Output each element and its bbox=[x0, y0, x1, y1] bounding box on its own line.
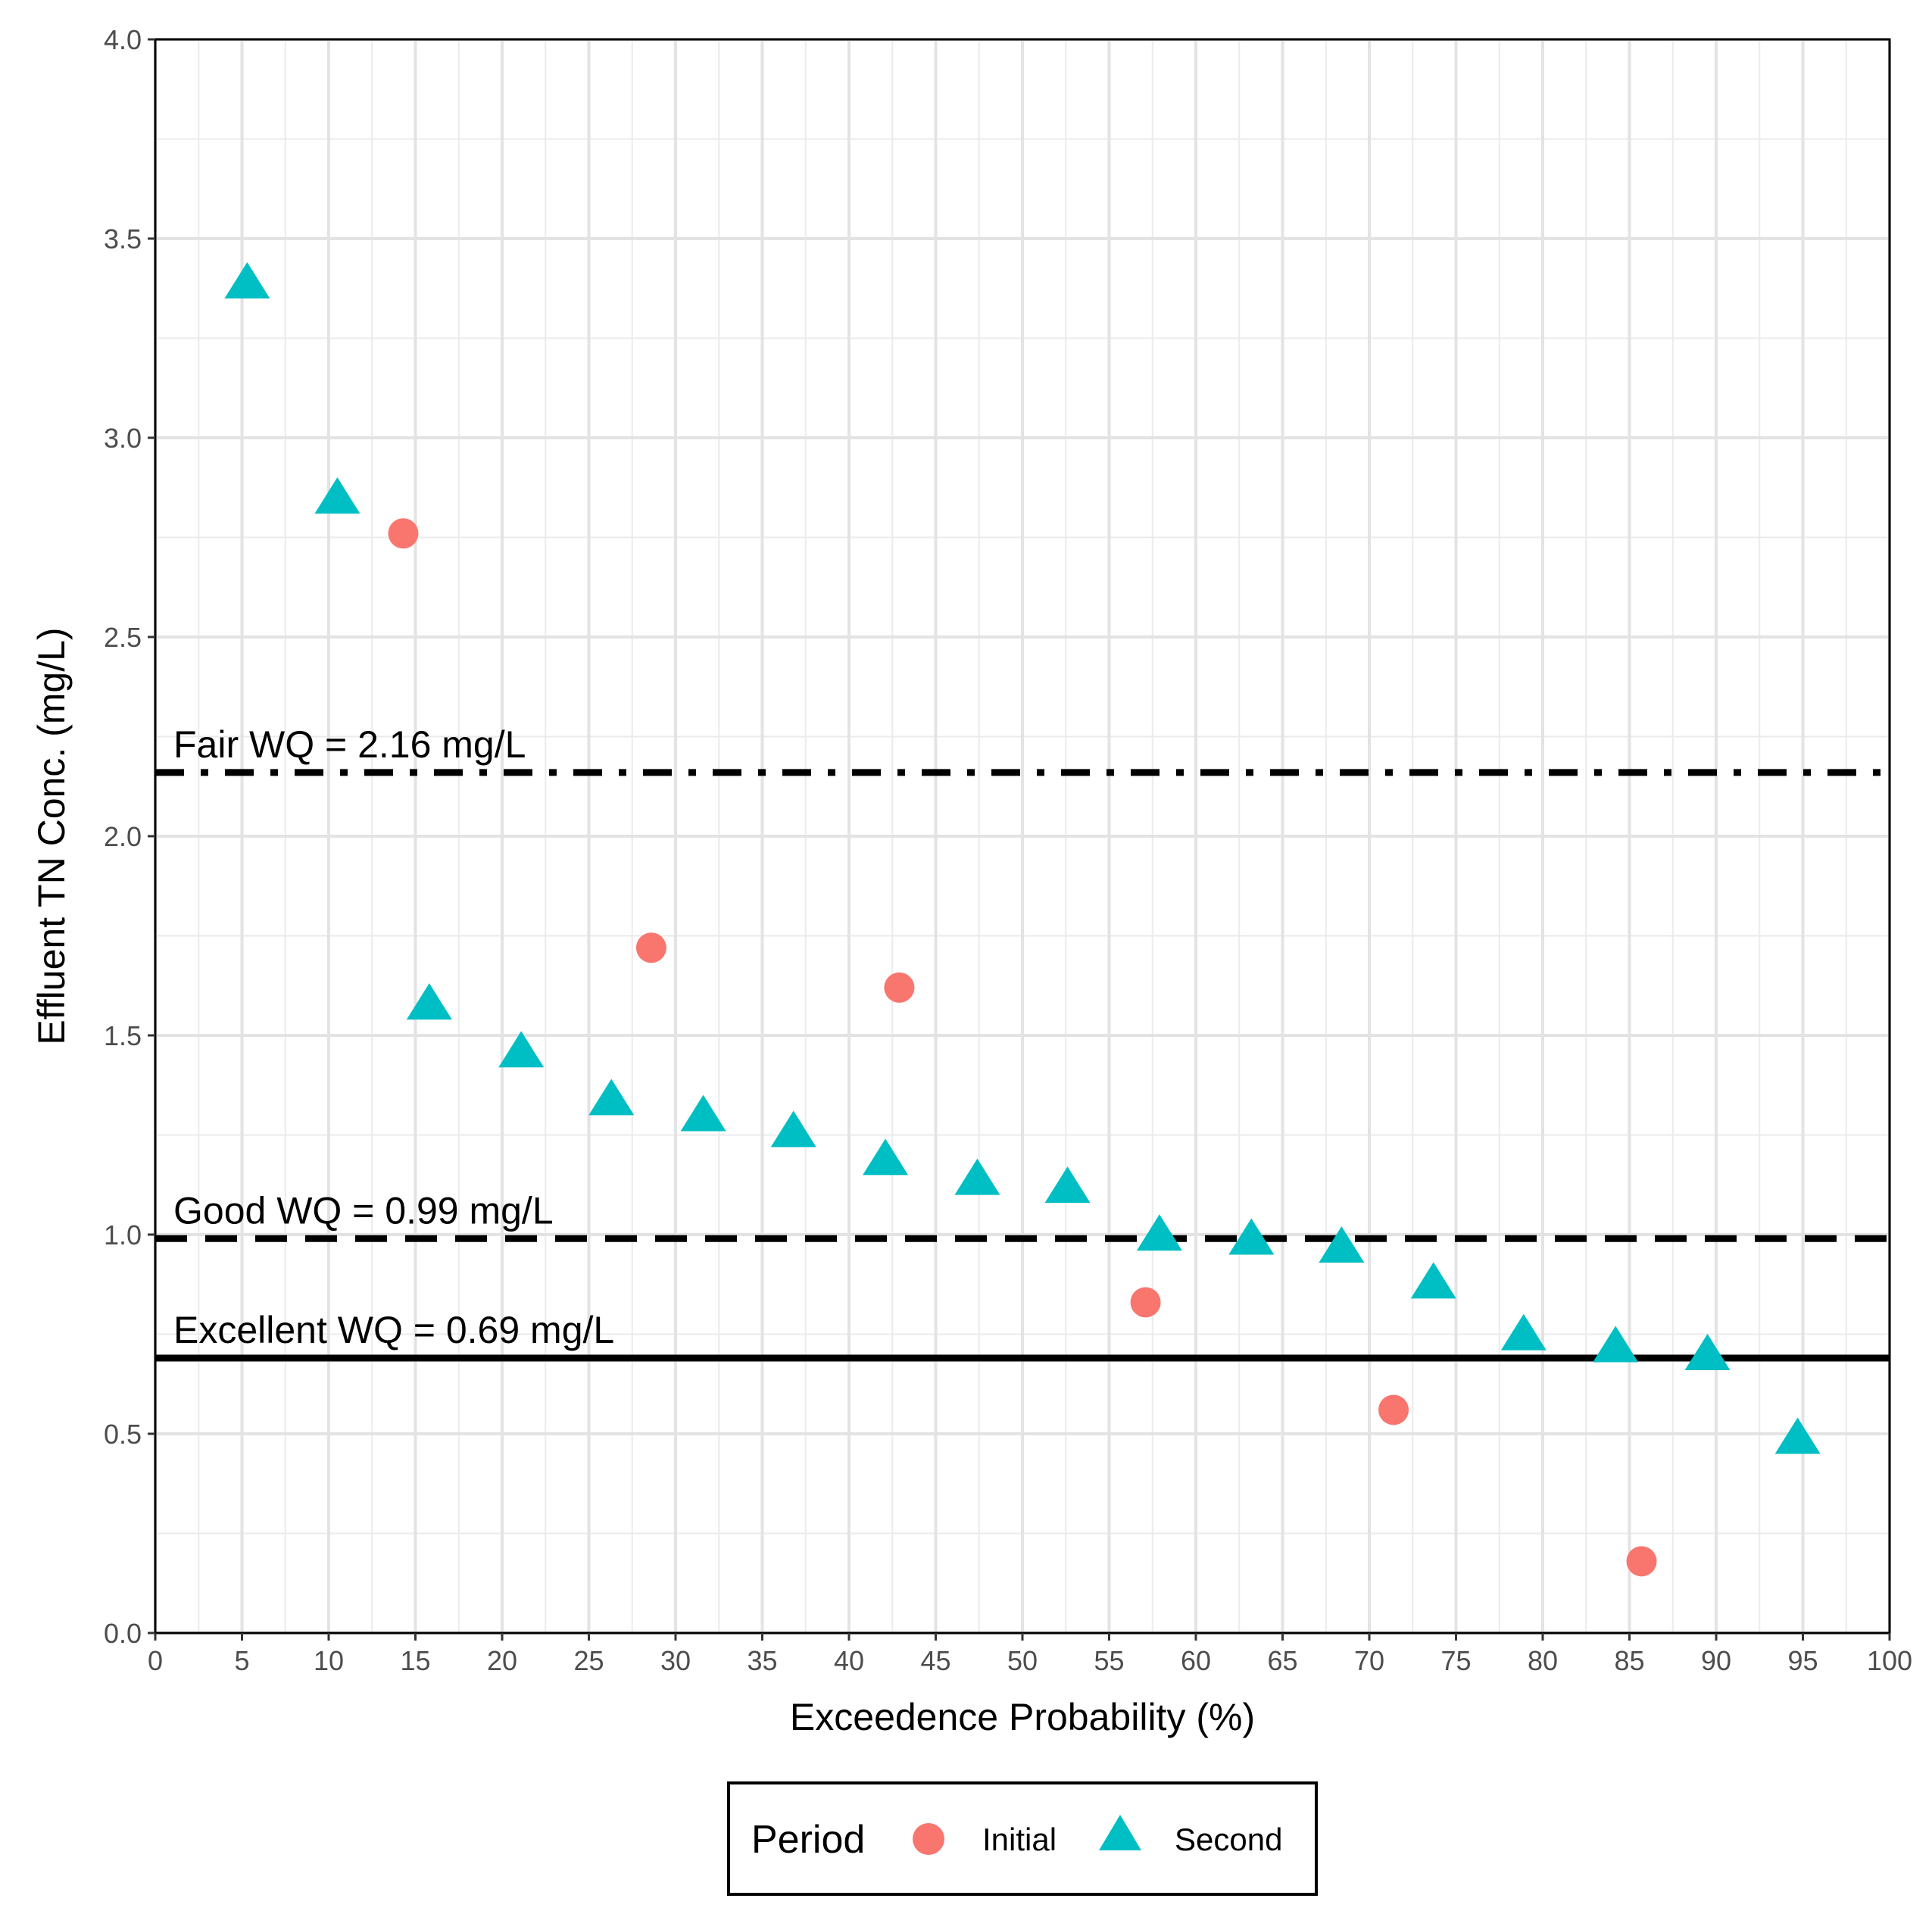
y-tick-label: 0.0 bbox=[104, 1618, 142, 1649]
point-second bbox=[1774, 1417, 1821, 1454]
y-tick-label: 1.5 bbox=[104, 1020, 142, 1051]
x-tick-label: 60 bbox=[1181, 1645, 1211, 1676]
x-tick-label: 50 bbox=[1007, 1645, 1038, 1676]
point-second bbox=[1136, 1214, 1182, 1251]
y-axis-title: Effluent TN Conc. (mg/L) bbox=[30, 627, 73, 1044]
point-second bbox=[406, 983, 452, 1020]
y-tick-label: 0.5 bbox=[104, 1419, 142, 1450]
point-second bbox=[1684, 1334, 1731, 1371]
point-second bbox=[863, 1138, 909, 1176]
reference-line-label: Fair WQ = 2.16 mg/L bbox=[173, 723, 526, 766]
point-initial bbox=[1626, 1546, 1657, 1577]
y-tick-label: 2.0 bbox=[104, 821, 142, 852]
point-second bbox=[1500, 1313, 1547, 1350]
point-second bbox=[1593, 1325, 1639, 1363]
x-tick-label: 5 bbox=[234, 1645, 249, 1676]
legend-box bbox=[727, 1781, 1318, 1896]
legend-initial-symbol bbox=[913, 1823, 944, 1855]
x-tick-label: 75 bbox=[1440, 1645, 1471, 1676]
legend-second-label: Second bbox=[1175, 1822, 1282, 1857]
point-second bbox=[770, 1110, 816, 1147]
x-tick-label: 70 bbox=[1354, 1645, 1384, 1676]
x-tick-label: 15 bbox=[400, 1645, 430, 1676]
x-tick-label: 65 bbox=[1267, 1645, 1297, 1676]
x-tick-label: 90 bbox=[1701, 1645, 1731, 1676]
point-second bbox=[680, 1094, 726, 1132]
y-axis: 0.0 0.5 1.0 1.5 2.0 2.5 3.0 3.5 4.0 bbox=[104, 24, 155, 1649]
x-tick-label: 80 bbox=[1528, 1645, 1558, 1676]
x-tick-label: 20 bbox=[487, 1645, 517, 1676]
y-tick-label: 3.0 bbox=[104, 423, 142, 454]
x-tick-label: 35 bbox=[747, 1645, 777, 1676]
y-tick-label: 1.0 bbox=[104, 1219, 142, 1251]
legend-second-symbol bbox=[1099, 1815, 1141, 1850]
data-points bbox=[224, 262, 1821, 1577]
x-tick-label: 45 bbox=[920, 1645, 950, 1676]
x-tick-label: 100 bbox=[1867, 1645, 1912, 1676]
point-second bbox=[1228, 1218, 1275, 1255]
x-tick-label: 10 bbox=[314, 1645, 344, 1676]
point-second bbox=[498, 1031, 545, 1068]
x-tick-label: 0 bbox=[148, 1645, 163, 1676]
point-second bbox=[314, 477, 360, 514]
point-initial bbox=[388, 518, 419, 549]
point-second bbox=[1044, 1166, 1091, 1204]
x-tick-label: 95 bbox=[1787, 1645, 1818, 1676]
x-tick-label: 30 bbox=[660, 1645, 691, 1676]
point-second bbox=[1319, 1226, 1365, 1263]
legend-title: Period bbox=[751, 1818, 865, 1862]
y-tick-label: 3.5 bbox=[104, 223, 142, 254]
reference-line-label: Good WQ = 0.99 mg/L bbox=[173, 1189, 554, 1232]
legend-initial-label: Initial bbox=[982, 1822, 1057, 1857]
x-tick-label: 25 bbox=[573, 1645, 604, 1676]
legend: Period Initial Second bbox=[727, 1781, 1318, 1896]
point-second bbox=[954, 1158, 1000, 1195]
x-tick-label: 40 bbox=[834, 1645, 864, 1676]
major-gridlines bbox=[154, 38, 1891, 1635]
x-tick-label: 85 bbox=[1614, 1645, 1644, 1676]
point-second bbox=[1410, 1262, 1456, 1299]
point-initial bbox=[635, 932, 666, 963]
point-initial bbox=[884, 972, 915, 1003]
point-second bbox=[224, 262, 270, 299]
x-axis: 0 5 10 15 20 25 30 35 40 45 50 55 60 65 70 75 80 85 90 95 10… bbox=[148, 1633, 1912, 1676]
reference-line-label: Excellent WQ = 0.69 mg/L bbox=[173, 1309, 614, 1351]
point-second bbox=[588, 1079, 635, 1116]
y-tick-label: 4.0 bbox=[104, 24, 142, 55]
point-initial bbox=[1130, 1287, 1161, 1318]
point-initial bbox=[1378, 1394, 1409, 1425]
x-axis-title: Exceedence Probability (%) bbox=[790, 1696, 1255, 1738]
y-tick-label: 2.5 bbox=[104, 622, 142, 653]
x-tick-label: 55 bbox=[1094, 1645, 1124, 1676]
